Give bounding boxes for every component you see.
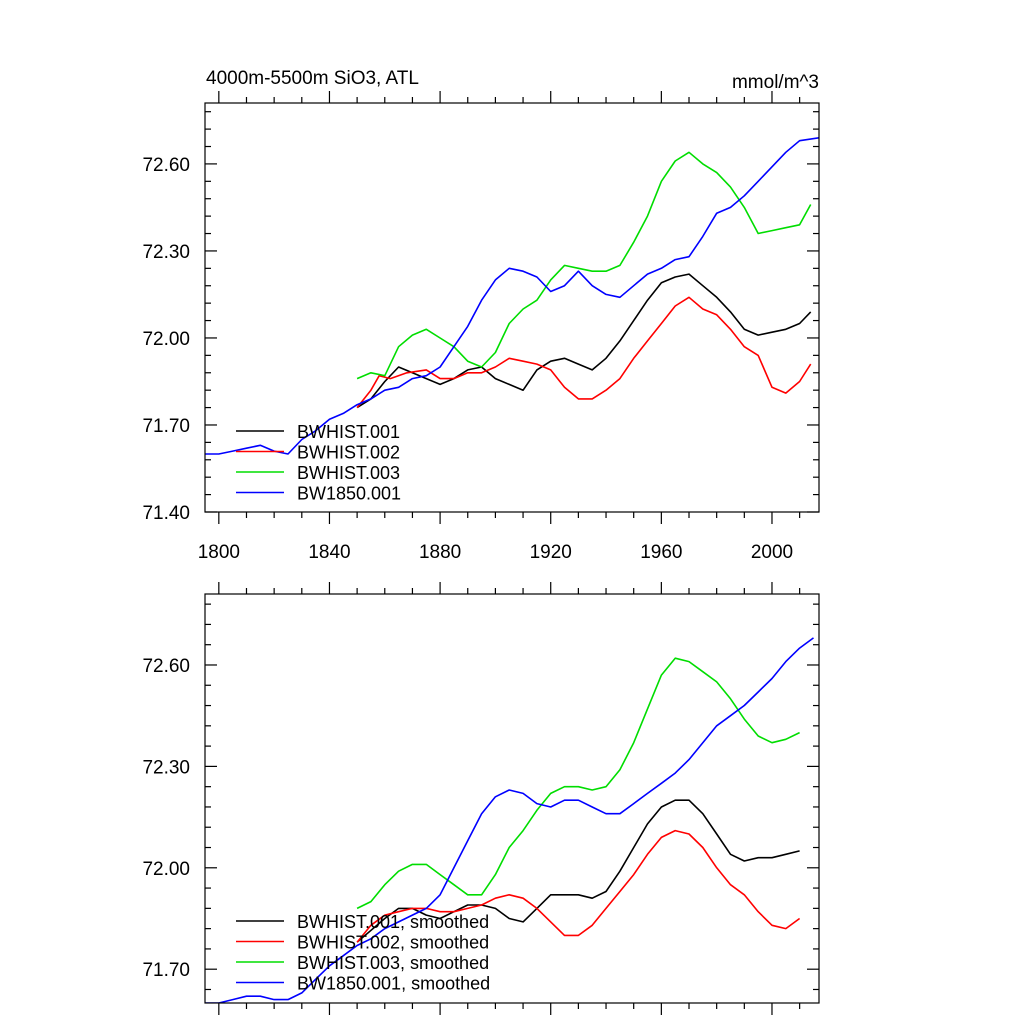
x-tick-label: 2000	[751, 542, 793, 563]
legend-label: BWHIST.002, smoothed	[297, 933, 489, 953]
series-line-bottom-2	[356, 829, 801, 943]
y-tick-label: 72.60	[142, 656, 190, 677]
plot-frame	[204, 593, 820, 1004]
y-tick-label: 71.40	[142, 503, 190, 524]
y-tick-label: 72.00	[142, 329, 190, 350]
legend-label: BWHIST.002	[297, 443, 400, 463]
x-tick-label: 1800	[198, 542, 240, 563]
plot-frame	[204, 102, 820, 513]
x-tick-label: 1960	[640, 542, 682, 563]
series-line-top-3	[356, 151, 812, 380]
y-tick-label: 72.30	[142, 242, 190, 263]
legend-label: BWHIST.003, smoothed	[297, 953, 489, 973]
series-line-top-1	[356, 273, 812, 409]
y-tick-label: 72.30	[142, 757, 190, 778]
series-line-bottom-4	[205, 637, 814, 1003]
series-line-bottom-3	[356, 657, 800, 910]
legend-label: BW1850.001	[297, 484, 401, 504]
y-tick-label: 71.70	[142, 960, 190, 981]
bottom-panel: 71.70 72.00 72.30 72.60 BWHIST.001, smoothed…	[142, 582, 820, 1015]
y-tick-label: 72.60	[142, 155, 190, 176]
x-tick-label: 1920	[530, 542, 572, 563]
top-panel: 4000m-5500m SiO3, ATL mmol/m^3 1800 1840 1…	[142, 68, 820, 563]
series-line-bottom-1	[356, 799, 800, 943]
top-chart-title: 4000m-5500m SiO3, ATL	[206, 68, 419, 89]
series-line-top-4	[205, 137, 819, 455]
legend-label: BW1850.001, smoothed	[297, 974, 490, 994]
y-tick-label: 72.00	[142, 859, 190, 880]
legend-label: BWHIST.001	[297, 422, 400, 442]
series-line-top-2	[356, 296, 812, 409]
legend-label: BWHIST.001, smoothed	[297, 912, 489, 932]
x-tick-label: 1840	[308, 542, 350, 563]
y-tick-label: 71.70	[142, 416, 190, 437]
x-tick-label: 1880	[419, 542, 461, 563]
top-chart-units: mmol/m^3	[732, 72, 819, 93]
legend-label: BWHIST.003	[297, 463, 400, 483]
